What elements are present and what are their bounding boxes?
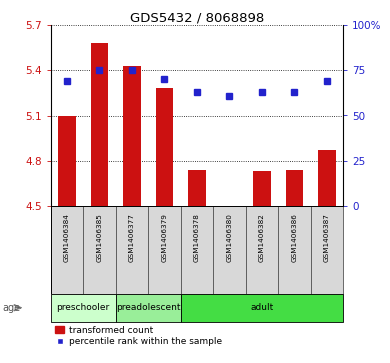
FancyBboxPatch shape: [116, 205, 148, 294]
Text: GSM1406379: GSM1406379: [161, 213, 167, 261]
Bar: [318, 150, 336, 205]
Text: GSM1406386: GSM1406386: [291, 213, 298, 261]
Bar: [58, 115, 76, 205]
Bar: [253, 171, 271, 205]
Bar: [156, 89, 174, 205]
Text: preschooler: preschooler: [57, 303, 110, 312]
FancyBboxPatch shape: [181, 294, 343, 322]
Bar: [123, 66, 141, 205]
FancyBboxPatch shape: [246, 205, 278, 294]
FancyBboxPatch shape: [148, 205, 181, 294]
Text: preadolescent: preadolescent: [116, 303, 181, 312]
Text: GSM1406387: GSM1406387: [324, 213, 330, 261]
Text: GSM1406385: GSM1406385: [96, 213, 103, 261]
Text: GSM1406378: GSM1406378: [194, 213, 200, 261]
Text: age: age: [2, 303, 20, 313]
Text: GSM1406384: GSM1406384: [64, 213, 70, 261]
FancyBboxPatch shape: [181, 205, 213, 294]
FancyBboxPatch shape: [116, 294, 181, 322]
FancyBboxPatch shape: [51, 294, 116, 322]
FancyBboxPatch shape: [311, 205, 343, 294]
Text: GSM1406377: GSM1406377: [129, 213, 135, 261]
FancyBboxPatch shape: [213, 205, 246, 294]
FancyBboxPatch shape: [278, 205, 311, 294]
Title: GDS5432 / 8068898: GDS5432 / 8068898: [130, 11, 264, 24]
Text: adult: adult: [250, 303, 273, 312]
Bar: [90, 44, 108, 205]
Text: GSM1406382: GSM1406382: [259, 213, 265, 261]
FancyBboxPatch shape: [83, 205, 116, 294]
Bar: [188, 170, 206, 205]
Text: GSM1406380: GSM1406380: [227, 213, 232, 261]
FancyBboxPatch shape: [51, 205, 83, 294]
Bar: [285, 170, 303, 205]
Legend: transformed count, percentile rank within the sample: transformed count, percentile rank withi…: [55, 326, 222, 346]
